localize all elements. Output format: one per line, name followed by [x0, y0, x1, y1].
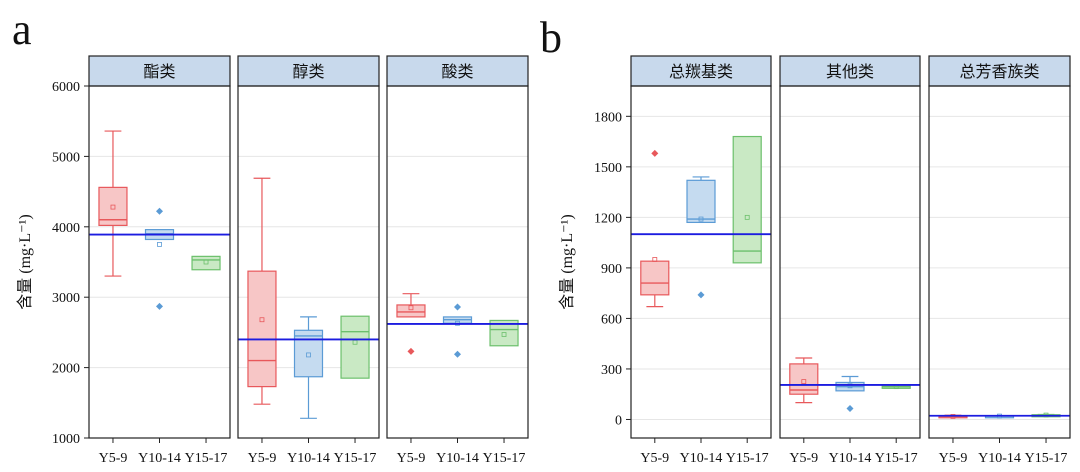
y-tick-label: 600	[601, 312, 622, 327]
facet-strip	[928, 55, 1071, 87]
x-tick-label: Y15-17	[185, 451, 228, 466]
mean-marker	[744, 214, 750, 220]
y-tick-label: 1500	[594, 161, 622, 176]
mean-marker	[306, 352, 311, 358]
x-tick-label: Y10-14	[978, 451, 1021, 466]
y-axis-title: 含量 (mg·L⁻¹)	[16, 214, 34, 309]
box-body	[191, 255, 221, 271]
facet-frame	[386, 85, 529, 439]
y-tick-label: 3000	[52, 291, 80, 306]
y-tick-label: 5000	[52, 150, 80, 165]
x-tick-label: Y5-9	[99, 451, 128, 466]
facet-title: 总芳香族类	[959, 63, 1039, 81]
mean-marker	[157, 241, 162, 247]
y-tick-label: 1000	[52, 432, 80, 447]
x-tick-label: Y15-17	[334, 451, 377, 466]
outlier-point	[407, 347, 415, 355]
x-tick-label: Y10-14	[287, 451, 330, 466]
outlier-point	[697, 291, 705, 299]
x-tick-label: Y10-14	[436, 451, 479, 466]
x-tick-label: Y10-14	[138, 451, 181, 466]
panel-letter-b: b	[540, 13, 562, 62]
x-tick-label: Y15-17	[483, 451, 526, 466]
y-tick-label: 1200	[594, 211, 622, 226]
facet-strip	[630, 55, 772, 87]
box-body	[247, 270, 277, 388]
facet-title: 酯类	[143, 63, 175, 81]
mean-marker	[408, 305, 414, 311]
x-tick-label: Y5-9	[248, 451, 277, 466]
box-body	[340, 315, 370, 379]
outlier-point	[651, 149, 659, 157]
facet-strip	[237, 55, 380, 87]
box-body	[686, 179, 716, 224]
x-tick-label: Y5-9	[939, 451, 968, 466]
facet-title: 其他类	[826, 63, 874, 81]
mean-marker	[698, 216, 704, 222]
x-tick-label: Y10-14	[680, 451, 723, 466]
facet-title: 总羰基类	[669, 63, 733, 81]
y-tick-label: 4000	[52, 221, 80, 236]
mean-marker	[110, 204, 116, 210]
mean-marker	[501, 332, 507, 337]
outlier-point	[846, 405, 854, 413]
x-tick-label: Y10-14	[829, 451, 872, 466]
x-tick-label: Y5-9	[789, 451, 818, 466]
y-axis-title: 含量 (mg·L⁻¹)	[558, 214, 576, 309]
box-body	[789, 363, 819, 395]
x-tick-label: Y15-17	[1025, 451, 1068, 466]
box-body	[396, 304, 426, 318]
box-body	[732, 135, 762, 264]
x-tick-label: Y5-9	[397, 451, 426, 466]
facet-title: 醇类	[292, 63, 324, 81]
y-tick-label: 900	[601, 262, 622, 277]
panel-letter-a: a	[12, 5, 32, 54]
outlier-point	[156, 207, 163, 215]
y-tick-label: 6000	[52, 80, 80, 95]
mean-marker	[259, 317, 265, 323]
box-body	[640, 260, 670, 296]
facet-title: 酸类	[441, 63, 473, 81]
facet-strip	[386, 55, 529, 87]
x-tick-label: Y5-9	[640, 451, 669, 466]
y-tick-label: 2000	[52, 362, 80, 377]
facet-strip	[779, 55, 921, 87]
panel-b: b 0 300 600 900 1200 1500 1800 含量 (mg·L⁻¹) 总羰基类 Y…	[540, 13, 1071, 466]
panel-a: a 1000 2000 3000 4000 5000 6000 含量 (mg·L⁻¹) 酯类 Y…	[12, 5, 529, 466]
box-body	[98, 186, 128, 226]
mean-marker	[203, 259, 209, 265]
x-tick-label: Y15-17	[726, 451, 769, 466]
y-tick-label: 0	[615, 413, 622, 428]
mean-marker	[801, 379, 807, 384]
mean-marker	[652, 257, 658, 262]
y-tick-label: 300	[601, 363, 622, 378]
y-tick-label: 1800	[594, 110, 622, 125]
outlier-point	[156, 302, 163, 310]
x-tick-label: Y15-17	[875, 451, 918, 466]
box-body	[293, 329, 324, 378]
facet-frame	[928, 85, 1071, 439]
outlier-point	[454, 303, 461, 311]
outlier-point	[454, 350, 461, 358]
